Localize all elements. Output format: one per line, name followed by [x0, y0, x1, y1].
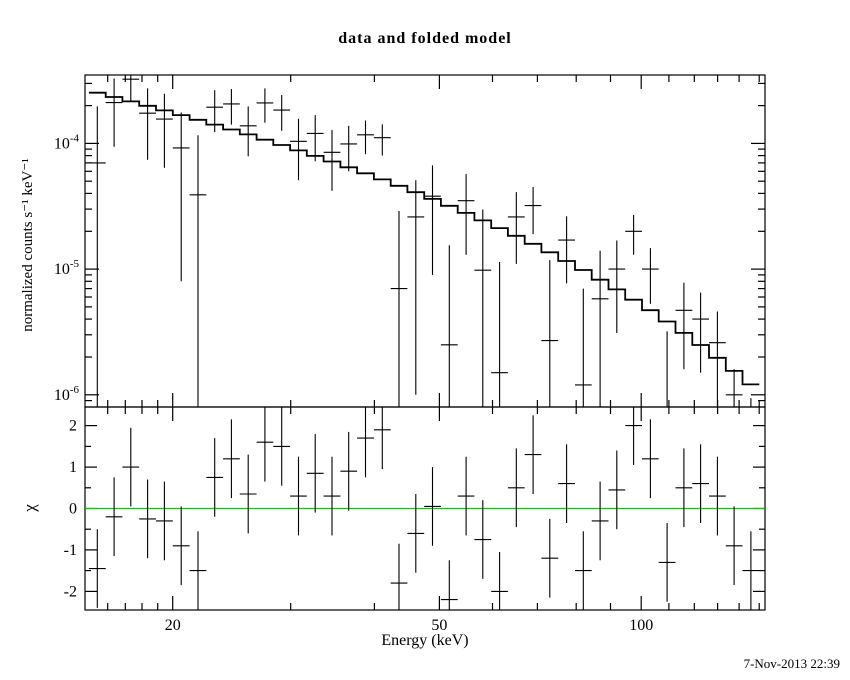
x-axis-label: Energy (keV) [381, 632, 469, 649]
chart-title: data and folded model [338, 30, 512, 47]
tick-labels: 20 50 100 10-4 10-5 10-6 -2 -1 0 1 2 [54, 132, 653, 634]
timestamp: 7-Nov-2013 22:39 [743, 656, 840, 671]
svg-text:2: 2 [69, 418, 77, 435]
y-axis-label-chi: χ [20, 504, 39, 512]
svg-text:100: 100 [629, 617, 653, 634]
axes-frame [84, 74, 766, 611]
data-points [88, 75, 752, 407]
svg-text:50: 50 [431, 617, 447, 634]
svg-text:10-6: 10-6 [54, 384, 80, 404]
y-axis-label-counts: normalized counts s⁻¹ keV⁻¹ [20, 158, 36, 332]
svg-text:-1: -1 [64, 542, 77, 559]
svg-text:10-5: 10-5 [54, 258, 80, 278]
residual-points [88, 407, 760, 610]
svg-text:10-4: 10-4 [54, 132, 80, 152]
svg-text:20: 20 [165, 617, 181, 634]
svg-text:1: 1 [69, 459, 77, 476]
svg-text:-2: -2 [64, 583, 77, 600]
svg-text:0: 0 [69, 501, 77, 518]
model-line [88, 91, 760, 386]
